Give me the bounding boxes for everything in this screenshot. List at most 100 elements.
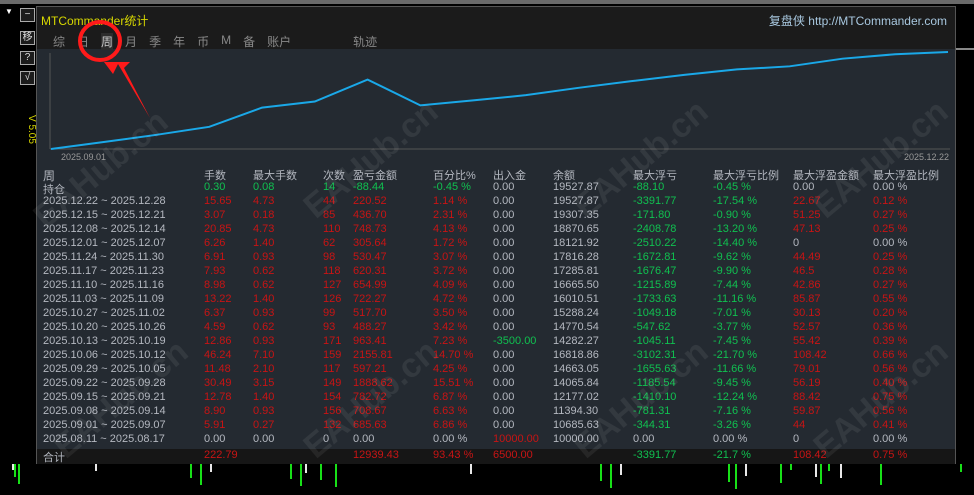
cell: 0.00 — [493, 293, 515, 305]
brand-url[interactable]: http://MTCommander.com — [808, 14, 947, 28]
cell: 99 — [323, 307, 336, 319]
top-scrollbar — [0, 0, 974, 4]
cell: 30.49 — [204, 377, 232, 389]
cell: 85.87 — [793, 293, 821, 305]
tab-0[interactable]: 综 — [53, 35, 66, 49]
cell: 8.90 — [204, 405, 226, 417]
tab-6[interactable]: 币 — [197, 35, 210, 49]
cell: 6.87 % — [433, 391, 468, 403]
cell: 17285.81 — [553, 265, 599, 277]
tab-5[interactable]: 年 — [173, 35, 186, 49]
cell: -1045.11 — [633, 335, 676, 347]
cell: 3.07 % — [433, 251, 468, 263]
tab-4[interactable]: 季 — [149, 35, 162, 49]
cell: 22.67 — [793, 195, 821, 207]
table-row: 2025.09.08 ~ 2025.09.14 8.90 0.93 156 708.67… — [37, 405, 955, 419]
dropdown-triangle-icon[interactable]: ▼ — [5, 7, 13, 16]
candle-bar — [470, 464, 472, 474]
candle-bar — [335, 464, 337, 487]
cell: 0.27 % — [873, 209, 908, 221]
column-header: 手数 — [204, 170, 226, 182]
cell: 117 — [323, 363, 341, 375]
table-row: 2025.09.22 ~ 2025.09.28 30.49 3.15 149 1888.… — [37, 377, 955, 391]
cell: -7.44 % — [713, 279, 751, 291]
cell: 149 — [323, 377, 342, 389]
cell: -21.70 % — [713, 349, 758, 361]
stats-window: MTCommander统计 复盘侠 http://MTCommander.com… — [36, 6, 956, 464]
candle-bar — [780, 464, 782, 483]
cell: 0.00 — [493, 307, 515, 319]
cell: -7.45 % — [713, 335, 751, 347]
cell: 0.00 — [493, 405, 515, 417]
tab-9[interactable]: 账户 — [267, 35, 292, 49]
cell: 0.93 — [253, 405, 275, 417]
x-start-label: 2025.09.01 — [61, 152, 106, 162]
cell: 55.42 — [793, 335, 821, 347]
cell: 0.00 — [493, 209, 515, 221]
tab-8[interactable]: 备 — [243, 35, 256, 49]
cell: 1.40 — [253, 391, 275, 403]
cell: 654.99 — [353, 279, 387, 291]
candle-bar — [820, 464, 822, 484]
cell: -781.31 — [633, 405, 671, 417]
cell: -13.20 % — [713, 223, 758, 235]
cell: 2025.12.01 ~ 2025.12.07 — [43, 237, 166, 249]
cell: 12177.02 — [553, 391, 599, 403]
row-label: 持仓 — [43, 184, 65, 196]
cell: 10685.63 — [553, 419, 599, 431]
cell: 0.00 — [253, 433, 275, 445]
tab-2[interactable]: 周 — [101, 33, 114, 50]
tab-3[interactable]: 月 — [125, 35, 138, 49]
table-row: 2025.09.01 ~ 2025.09.07 5.91 0.27 132 685.63… — [37, 419, 955, 433]
cell: 10000.00 — [553, 433, 599, 445]
cell: 132 — [323, 419, 342, 431]
table-row: 2025.12.01 ~ 2025.12.07 6.26 1.40 62 305.64 1… — [37, 237, 955, 251]
x-end-label: 2025.12.22 — [904, 152, 949, 162]
cell: 2025.11.17 ~ 2025.11.23 — [43, 265, 165, 277]
cell: 159 — [323, 349, 342, 361]
cell: 2025.10.27 ~ 2025.11.02 — [43, 307, 165, 319]
tab-10[interactable]: 轨迹 — [353, 35, 378, 49]
cell: 15.65 — [204, 195, 232, 207]
cell: 2025.12.22 ~ 2025.12.28 — [43, 195, 166, 207]
cell: -1185.54 — [633, 377, 676, 389]
tab-7[interactable]: M — [221, 33, 232, 47]
table-row: 2025.10.20 ~ 2025.10.26 4.59 0.62 93 488.27 3… — [37, 321, 955, 335]
cell: 0.93 — [253, 307, 275, 319]
cell: -3391.77 — [633, 195, 677, 207]
help-button[interactable]: ? — [20, 51, 35, 65]
cell: -88.44 — [353, 181, 385, 193]
cell: -1655.63 — [633, 363, 677, 375]
equity-chart: 2025.09.01 2025.12.22 — [49, 51, 950, 162]
cell: 0.00 — [793, 181, 815, 193]
cell: 126 — [323, 293, 342, 305]
cell: 2025.09.22 ~ 2025.09.28 — [43, 377, 166, 389]
cell: 0.75 % — [873, 391, 908, 403]
candle-bar — [790, 464, 792, 470]
annotation-arrow-icon — [104, 62, 150, 118]
cell: 56.19 — [793, 377, 821, 389]
cell: 14663.05 — [553, 363, 599, 375]
cell: 16818.86 — [553, 349, 599, 361]
cell: 1.14 % — [433, 195, 468, 207]
cell: 517.70 — [353, 307, 387, 319]
move-button[interactable]: 移 — [20, 31, 35, 45]
cell: -9.62 % — [713, 251, 751, 263]
collapse-button[interactable]: − — [20, 8, 35, 22]
column-header: 出入金 — [493, 170, 526, 182]
cell: -3500.00 — [493, 335, 537, 347]
cell: 0.55 % — [873, 293, 908, 305]
cell: 2025.09.01 ~ 2025.09.07 — [43, 419, 166, 431]
table-row: 2025.10.06 ~ 2025.10.12 46.24 7.10 159 2155.… — [37, 349, 955, 363]
column-header: 最大浮盈金额 — [793, 170, 859, 182]
cell: 0.08 — [253, 181, 275, 193]
check-button[interactable]: √ — [20, 71, 35, 85]
candle-bar — [828, 464, 830, 471]
cell: 12939.43 — [353, 449, 399, 461]
cell: 0.00 — [493, 419, 515, 431]
cell: -547.62 — [633, 321, 671, 333]
cell: 156 — [323, 405, 342, 417]
brand-link[interactable]: 复盘侠 http://MTCommander.com — [769, 12, 947, 29]
cell: 42.86 — [793, 279, 821, 291]
cell: 14.70 % — [433, 349, 474, 361]
